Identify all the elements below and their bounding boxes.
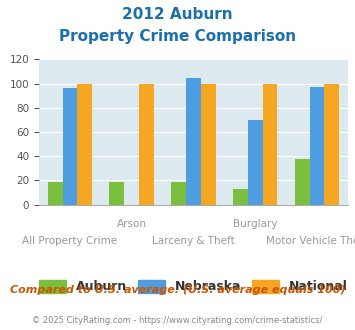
Text: All Property Crime: All Property Crime (22, 236, 118, 246)
Bar (171, 182, 186, 205)
Bar (109, 182, 124, 205)
Text: © 2025 CityRating.com - https://www.cityrating.com/crime-statistics/: © 2025 CityRating.com - https://www.city… (32, 316, 323, 325)
Bar (186, 78, 201, 205)
Bar (263, 83, 278, 205)
Text: Property Crime Comparison: Property Crime Comparison (59, 29, 296, 44)
Bar (201, 83, 216, 205)
Text: Larceny & Theft: Larceny & Theft (152, 236, 235, 246)
Bar (48, 182, 62, 205)
Bar (77, 83, 92, 205)
Text: Arson: Arson (117, 219, 147, 229)
Bar (324, 83, 339, 205)
Bar (233, 189, 248, 205)
Bar (139, 83, 154, 205)
Text: Compared to U.S. average. (U.S. average equals 100): Compared to U.S. average. (U.S. average … (10, 285, 345, 295)
Bar (62, 88, 77, 205)
Bar (310, 87, 324, 205)
Legend: Auburn, Nebraska, National: Auburn, Nebraska, National (34, 275, 353, 298)
Bar (248, 120, 263, 205)
Bar (295, 159, 310, 205)
Text: Motor Vehicle Theft: Motor Vehicle Theft (267, 236, 355, 246)
Text: Burglary: Burglary (233, 219, 278, 229)
Text: 2012 Auburn: 2012 Auburn (122, 7, 233, 22)
